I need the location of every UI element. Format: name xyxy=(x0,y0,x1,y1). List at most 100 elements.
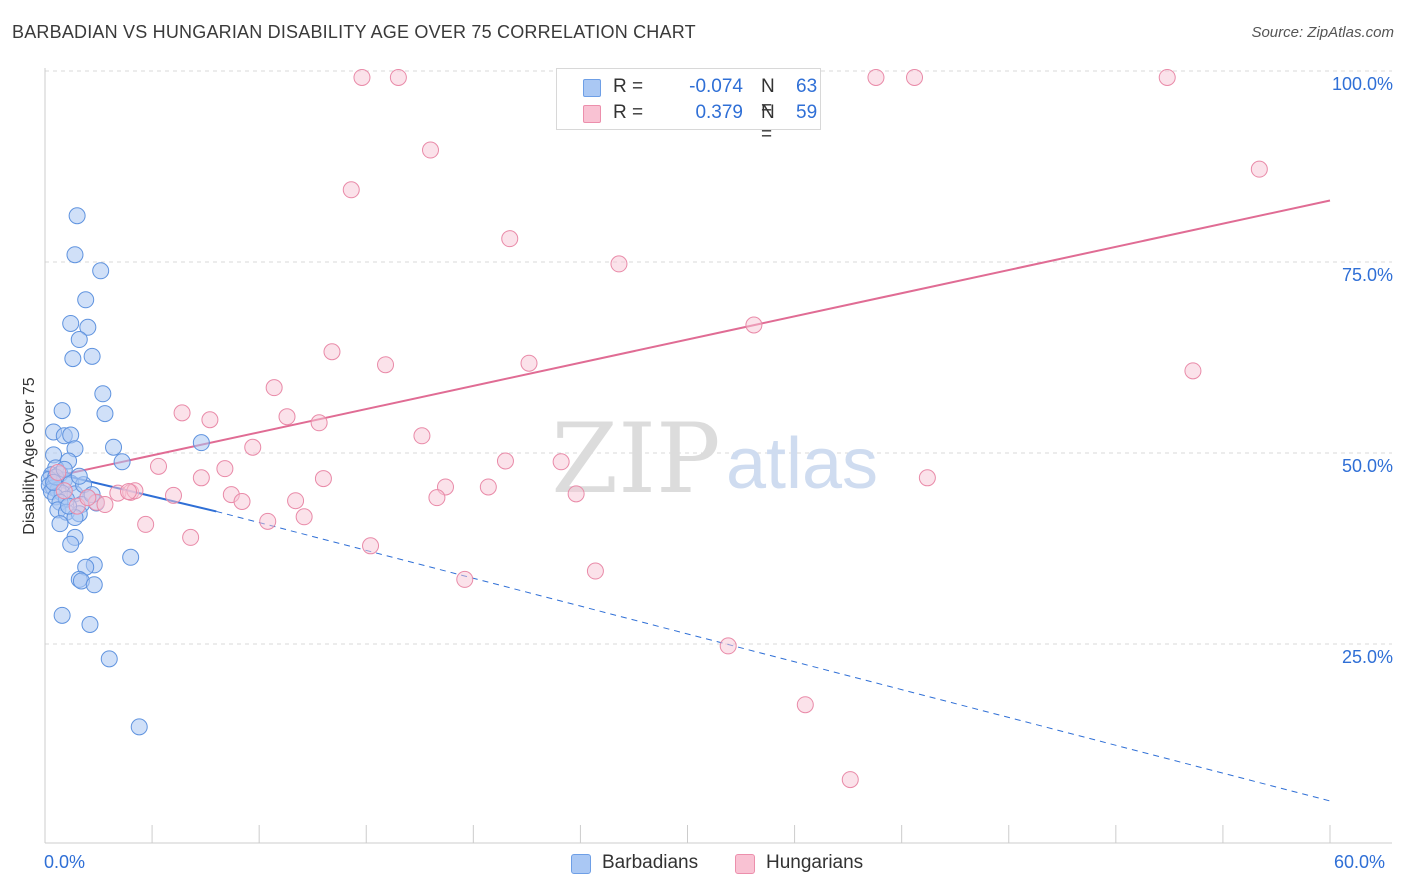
legend-swatch-hungarians xyxy=(583,105,601,123)
hungarian-point xyxy=(1184,362,1202,380)
hungarian-point xyxy=(182,528,200,546)
hungarian-point xyxy=(719,637,737,655)
y-tick-label: 25.0% xyxy=(1342,647,1393,667)
barbadian-point xyxy=(77,291,95,309)
hungarian-point xyxy=(310,414,328,432)
barbadian-point xyxy=(66,246,84,264)
barbadian-point xyxy=(70,331,88,349)
hungarian-point xyxy=(867,68,885,86)
barbadians-points xyxy=(40,207,210,736)
y-tick-label: 100.0% xyxy=(1332,74,1393,94)
hungarian-point xyxy=(49,463,67,481)
hungarian-point xyxy=(216,460,234,478)
barbadian-point xyxy=(105,438,123,456)
correlation-legend: R = -0.074 N = 63 R = 0.379 N = 59 xyxy=(556,68,821,145)
hungarian-point xyxy=(353,68,371,86)
x-tick-label-max: 60.0% xyxy=(1334,852,1386,872)
hungarian-point xyxy=(287,492,305,510)
y-axis-label: Disability Age Over 75 xyxy=(21,377,38,535)
hungarian-point xyxy=(796,696,814,714)
y-tick-label: 75.0% xyxy=(1342,265,1393,285)
hungarian-point xyxy=(314,470,332,488)
hungarian-point xyxy=(428,489,446,507)
barbadian-point xyxy=(113,453,131,471)
barbadian-point xyxy=(64,350,82,368)
hungarian-point xyxy=(265,379,283,397)
barbadian-point xyxy=(62,535,80,553)
legend-r-label: R = xyxy=(613,76,644,97)
hungarian-point xyxy=(55,482,73,500)
hungarian-point xyxy=(150,457,168,475)
hungarian-point xyxy=(567,485,585,503)
barbadians-trend-extension xyxy=(216,510,1331,802)
hungarian-point xyxy=(120,483,138,501)
barbadian-point xyxy=(83,347,101,365)
hungarian-point xyxy=(137,515,155,533)
barbadian-point xyxy=(192,434,210,452)
hungarian-point xyxy=(165,486,182,504)
hungarian-point xyxy=(295,508,313,526)
legend-swatch-barbadians xyxy=(583,79,601,97)
chart-title: BARBADIAN VS HUNGARIAN DISABILITY AGE OV… xyxy=(12,22,696,42)
legend-n-label: N = xyxy=(761,102,775,145)
barbadian-point xyxy=(122,548,140,566)
hungarian-point xyxy=(1250,160,1268,178)
barbadian-point xyxy=(62,314,80,332)
hungarian-point xyxy=(192,469,210,487)
legend-n-label: N = xyxy=(761,76,775,119)
hungarian-point xyxy=(323,343,341,361)
hungarian-point xyxy=(259,512,277,530)
hungarian-point xyxy=(201,411,219,429)
y-tick-label: 50.0% xyxy=(1342,456,1393,476)
hungarian-point xyxy=(918,469,936,487)
source-credit: Source: ZipAtlas.com xyxy=(1251,24,1394,41)
hungarian-point xyxy=(906,68,924,86)
hungarian-point xyxy=(79,489,97,507)
hungarians-points xyxy=(49,68,1268,789)
barbadian-point xyxy=(68,207,86,225)
hungarian-point xyxy=(342,181,360,199)
hungarian-point xyxy=(173,404,191,422)
barbadian-point xyxy=(130,718,148,736)
legend-r-label: R = xyxy=(613,102,644,123)
barbadian-point xyxy=(96,405,114,423)
hungarian-point xyxy=(610,255,628,273)
hungarian-point xyxy=(456,570,474,588)
hungarian-point xyxy=(479,478,497,496)
hungarian-point xyxy=(1158,68,1176,86)
hungarian-point xyxy=(501,230,519,248)
hungarian-point xyxy=(233,492,251,510)
barbadian-point xyxy=(94,385,112,403)
hungarian-point xyxy=(422,141,439,159)
barbadian-point xyxy=(51,515,69,533)
watermark-atlas: atlas xyxy=(726,424,878,504)
hungarian-point xyxy=(362,537,380,555)
axes xyxy=(44,68,1392,844)
barbadian-point xyxy=(53,606,71,624)
hungarian-point xyxy=(520,354,538,372)
series-swatch-barbadians xyxy=(571,854,591,874)
y-tick-labels: 25.0% 50.0% 75.0% 100.0% xyxy=(1332,74,1393,667)
x-tick-label-min: 0.0% xyxy=(44,852,86,872)
hungarian-point xyxy=(389,68,407,86)
hungarian-point xyxy=(552,453,570,471)
hungarian-point xyxy=(377,356,395,374)
hungarian-point xyxy=(841,771,859,789)
legend-r-value: 0.379 xyxy=(695,102,743,123)
legend-n-value: 63 xyxy=(796,76,818,97)
series-label-barbadians: Barbadians xyxy=(602,852,699,873)
hungarian-point xyxy=(586,562,604,580)
hungarian-point xyxy=(244,438,262,456)
legend-n-value: 59 xyxy=(796,102,818,123)
barbadian-point xyxy=(100,650,118,668)
barbadian-point xyxy=(81,615,99,633)
barbadian-point xyxy=(85,576,103,594)
legend-r-value: -0.074 xyxy=(689,76,743,97)
gridlines xyxy=(45,70,1392,645)
series-swatch-hungarians xyxy=(735,854,755,874)
hungarian-point xyxy=(745,316,763,334)
hungarian-point xyxy=(96,496,114,514)
barbadian-point xyxy=(70,467,88,485)
hungarian-point xyxy=(413,427,431,445)
